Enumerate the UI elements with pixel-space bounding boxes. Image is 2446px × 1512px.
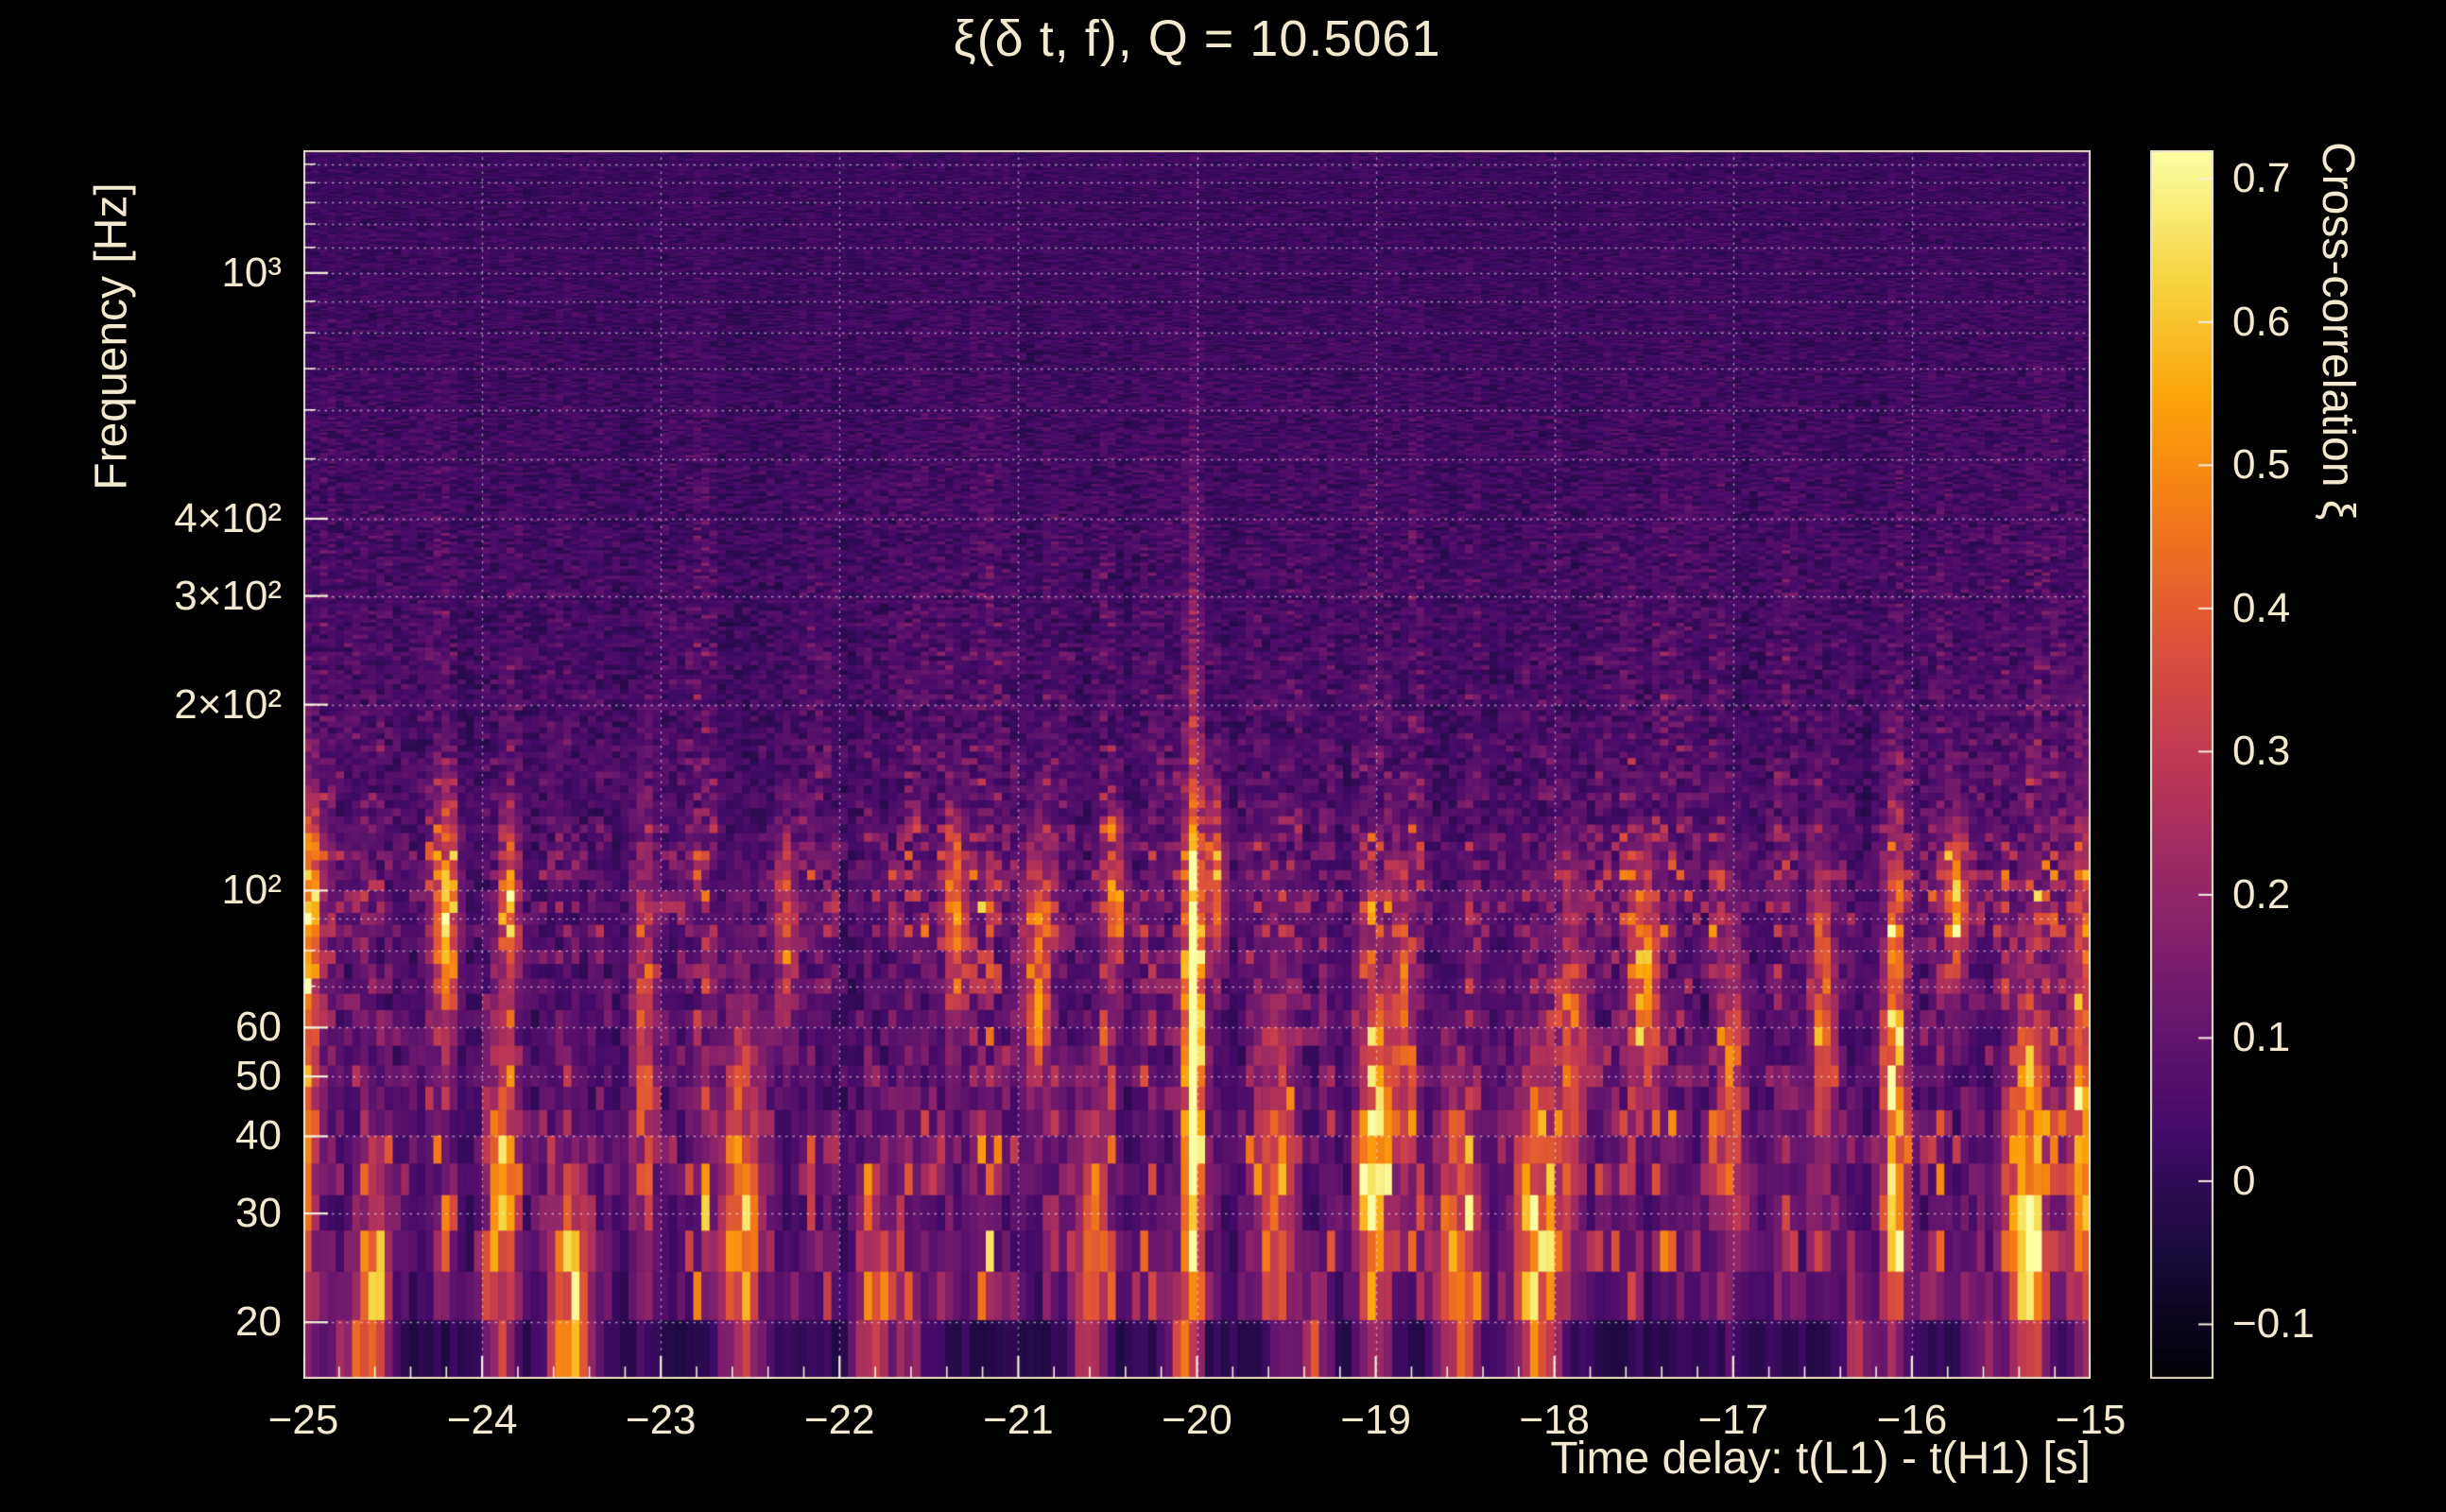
x-axis-title: Time delay: t(L1) - t(H1) [s]	[1550, 1434, 2091, 1484]
x-tick-label: −21	[983, 1397, 1054, 1443]
x-tick-label: −20	[1162, 1397, 1232, 1443]
colorbar-tick-label: 0.5	[2232, 441, 2291, 489]
x-tick-label: −19	[1340, 1397, 1411, 1443]
y-tick-label: 20	[235, 1298, 282, 1346]
x-tick-label: −16	[1876, 1397, 1948, 1443]
y-axis-title: Frequency [Hz]	[86, 182, 137, 490]
chart-title: ξ(δ t, f), Q = 10.5061	[953, 10, 1441, 67]
y-tick-label: 2×10²	[174, 680, 282, 728]
y-tick-label: 10³	[221, 249, 282, 296]
colorbar-tick-label: 0.2	[2232, 870, 2291, 918]
colorbar-tick-label: 0.7	[2232, 155, 2291, 202]
y-tick-label: 4×10²	[174, 494, 282, 541]
x-tick-label: −25	[267, 1397, 339, 1443]
y-tick-label: 30	[235, 1190, 282, 1237]
colorbar	[2150, 150, 2213, 1379]
x-tick-label: −24	[446, 1397, 518, 1443]
colorbar-tick-label: −0.1	[2232, 1300, 2315, 1348]
x-tick-label: −18	[1519, 1397, 1591, 1443]
colorbar-title: Cross-correlation ξ	[2313, 142, 2363, 521]
y-tick-label: 3×10²	[174, 572, 282, 619]
x-tick-label: −23	[625, 1397, 697, 1443]
colorbar-tick-label: 0	[2232, 1157, 2256, 1204]
y-tick-label: 60	[235, 1004, 282, 1051]
colorbar-tick-label: 0.1	[2232, 1014, 2291, 1061]
x-tick-label: −22	[803, 1397, 875, 1443]
y-tick-label: 10²	[221, 867, 282, 914]
x-tick-label: −15	[2055, 1397, 2127, 1443]
colorbar-tick-label: 0.3	[2232, 728, 2291, 775]
y-tick-label: 50	[235, 1053, 282, 1100]
colorbar-tick-label: 0.4	[2232, 584, 2291, 631]
x-tick-label: −17	[1697, 1397, 1769, 1443]
colorbar-tick-label: 0.6	[2232, 298, 2291, 345]
y-tick-label: 40	[235, 1112, 282, 1160]
spectrogram-heatmap	[303, 150, 2091, 1379]
